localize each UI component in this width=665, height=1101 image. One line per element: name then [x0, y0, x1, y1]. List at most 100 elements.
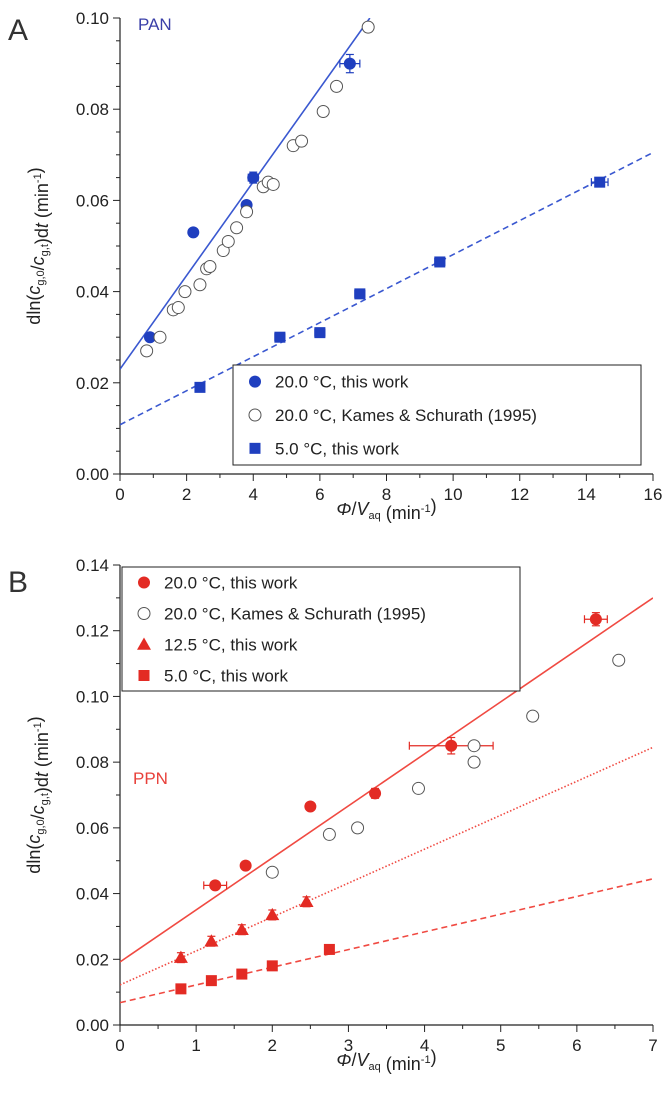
series-0 — [143, 53, 361, 344]
x-tick-label: 14 — [577, 485, 596, 504]
data-point — [205, 975, 217, 987]
data-point — [526, 709, 540, 723]
data-point — [354, 288, 366, 300]
data-point — [239, 859, 252, 872]
data-point — [304, 800, 317, 813]
x-tick-label: 12 — [510, 485, 529, 504]
data-point — [323, 943, 335, 955]
legend-marker — [137, 637, 151, 650]
legend-marker — [249, 375, 261, 388]
data-point — [274, 331, 286, 343]
legend-label: 20.0 °C, this work — [164, 574, 298, 593]
series-3 — [175, 943, 335, 995]
x-axis-title: Φ/Vaq (min-1) — [336, 1047, 436, 1074]
data-point — [369, 787, 382, 800]
data-point — [434, 256, 446, 268]
data-point — [265, 907, 280, 921]
data-point — [204, 934, 219, 947]
y-tick-label: 0.12 — [76, 622, 109, 641]
legend-label: 12.5 °C, this work — [164, 636, 298, 655]
x-tick-label: 16 — [644, 485, 663, 504]
panel-annotation: PAN — [138, 15, 172, 34]
panel-annotation: PPN — [133, 769, 168, 788]
x-tick-label: 6 — [572, 1036, 581, 1055]
data-point — [330, 79, 344, 93]
data-point — [351, 821, 365, 835]
y-tick-label: 0.10 — [76, 9, 109, 28]
x-tick-label: 4 — [249, 485, 258, 504]
y-tick-label: 0.06 — [76, 191, 109, 210]
legend: 20.0 °C, this work 20.0 °C, Kames & Schur… — [232, 364, 642, 466]
data-point — [221, 234, 235, 248]
data-point — [467, 755, 481, 769]
y-tick-label: 0.08 — [76, 100, 109, 119]
y-tick-label: 0.10 — [76, 687, 109, 706]
data-point — [266, 177, 280, 191]
legend-label: 20.0 °C, Kames & Schurath (1995) — [275, 406, 537, 425]
legend: 20.0 °C, this work 20.0 °C, Kames & Schur… — [121, 566, 521, 692]
data-point — [589, 613, 602, 626]
legend-label: 5.0 °C, this work — [164, 667, 288, 686]
data-point — [594, 176, 606, 188]
series-1 — [265, 653, 626, 879]
x-tick-label: 0 — [115, 1036, 124, 1055]
data-point — [143, 331, 156, 344]
data-point — [178, 285, 192, 299]
data-point — [193, 278, 207, 292]
data-point — [175, 983, 187, 995]
data-point — [194, 381, 206, 393]
legend-marker — [138, 576, 150, 589]
data-point — [153, 330, 167, 344]
data-point — [173, 950, 188, 963]
y-tick-label: 0.08 — [76, 753, 109, 772]
fit-line-solid — [120, 18, 371, 370]
data-point — [322, 827, 336, 841]
fit-line-dotted — [120, 746, 653, 986]
fit-line-solid — [120, 597, 653, 963]
x-tick-label: 4 — [420, 1036, 429, 1055]
data-point — [265, 865, 279, 879]
panel-letter: B — [8, 566, 28, 599]
data-point — [171, 301, 185, 315]
data-point — [411, 781, 425, 795]
chart-panel-a: 0 2 4 6 8 10 12 14 16 0.00 0.02 0.04 0.06 0.08 0.10 Adl… — [8, 9, 662, 523]
data-point — [266, 960, 278, 972]
x-tick-label: 2 — [268, 1036, 277, 1055]
data-point — [361, 20, 375, 34]
data-point — [299, 894, 314, 908]
x-tick-label: 0 — [115, 485, 124, 504]
x-tick-label: 10 — [444, 485, 463, 504]
y-tick-label: 0.04 — [76, 283, 109, 302]
panel-letter: A — [8, 14, 28, 47]
data-point — [343, 57, 356, 70]
y-tick-label: 0.00 — [76, 1016, 109, 1035]
x-tick-label: 6 — [315, 485, 324, 504]
x-tick-label: 2 — [182, 485, 191, 504]
y-tick-label: 0.00 — [76, 465, 109, 484]
fit-line-dashed — [120, 878, 653, 1004]
data-point — [314, 327, 326, 339]
legend-box — [232, 364, 642, 466]
series-2 — [173, 894, 314, 964]
y-axis-title: dln(cg,0/cg,t)dt (min-1) — [24, 167, 52, 324]
x-tick-label: 1 — [191, 1036, 200, 1055]
legend-label: 20.0 °C, Kames & Schurath (1995) — [164, 605, 426, 624]
legend-marker — [137, 607, 151, 620]
series-2 — [194, 176, 609, 393]
data-point — [467, 739, 481, 753]
y-tick-label: 0.02 — [76, 950, 109, 969]
data-point — [240, 205, 254, 219]
legend-label: 5.0 °C, this work — [275, 439, 399, 458]
y-tick-label: 0.02 — [76, 374, 109, 393]
data-point — [247, 171, 260, 184]
data-point — [612, 653, 626, 667]
data-point — [230, 221, 244, 235]
data-point — [295, 134, 309, 148]
data-point — [209, 879, 222, 892]
y-tick-label: 0.06 — [76, 819, 109, 838]
x-tick-label: 3 — [344, 1036, 353, 1055]
data-point — [187, 226, 200, 239]
x-axis-title: Φ/Vaq (min-1) — [336, 496, 436, 523]
chart-panel-b: 0 1 2 3 4 5 6 7 0.00 0.02 0.04 0.06 0.08 0.10 0.12 0.14… — [8, 556, 658, 1074]
